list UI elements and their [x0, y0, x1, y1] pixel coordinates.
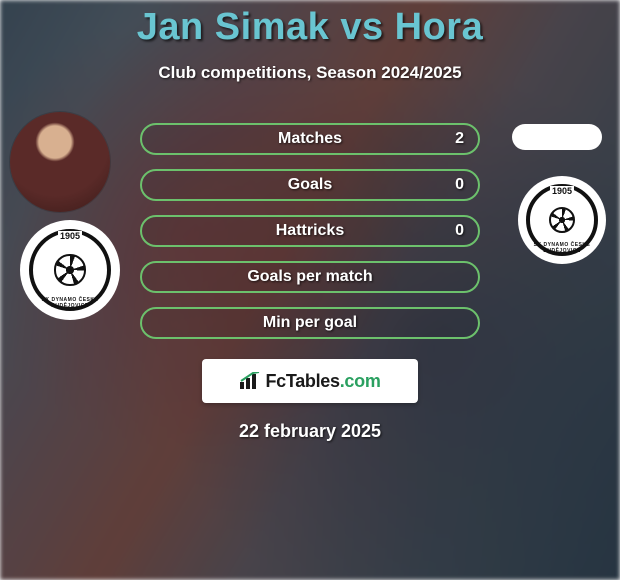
player-avatar-left: [10, 112, 110, 212]
club-badge-left: 1905 SK DYNAMO ČESKÉ BUDĚJOVICE: [20, 220, 120, 320]
brand-badge: FcTables.com: [202, 359, 418, 403]
stat-label: Matches: [278, 130, 342, 148]
stat-value: 2: [455, 130, 464, 148]
soccer-ball-icon: [54, 254, 85, 285]
stat-value: 0: [455, 176, 464, 194]
page-title: Jan Simak vs Hora: [0, 0, 620, 49]
brand-fc: Fc: [265, 371, 285, 391]
club-name: SK DYNAMO ČESKÉ BUDĚJOVICE: [33, 297, 107, 309]
stat-row: Hattricks 0: [140, 215, 480, 247]
club-badge-right: 1905 SK DYNAMO ČESKÉ BUDĚJOVICE: [518, 176, 606, 264]
brand-tables: Tables: [286, 371, 340, 391]
content: Jan Simak vs Hora Club competitions, Sea…: [0, 0, 620, 442]
stat-row: Goals per match: [140, 261, 480, 293]
brand-com: .com: [340, 371, 381, 391]
date: 22 february 2025: [0, 421, 620, 442]
stat-row: Matches 2: [140, 123, 480, 155]
stat-row: Goals 0: [140, 169, 480, 201]
club-year: 1905: [550, 186, 574, 196]
subtitle: Club competitions, Season 2024/2025: [0, 63, 620, 83]
stat-label: Min per goal: [263, 314, 357, 332]
bars-icon: [239, 372, 261, 390]
soccer-ball-icon: [549, 207, 576, 234]
stat-row: Min per goal: [140, 307, 480, 339]
club-year: 1905: [58, 231, 82, 241]
player-avatar-right: [512, 124, 602, 150]
stat-label: Goals per match: [247, 268, 372, 286]
stat-label: Goals: [288, 176, 332, 194]
stat-value: 0: [455, 222, 464, 240]
club-name: SK DYNAMO ČESKÉ BUDĚJOVICE: [530, 242, 594, 254]
stat-label: Hattricks: [276, 222, 344, 240]
